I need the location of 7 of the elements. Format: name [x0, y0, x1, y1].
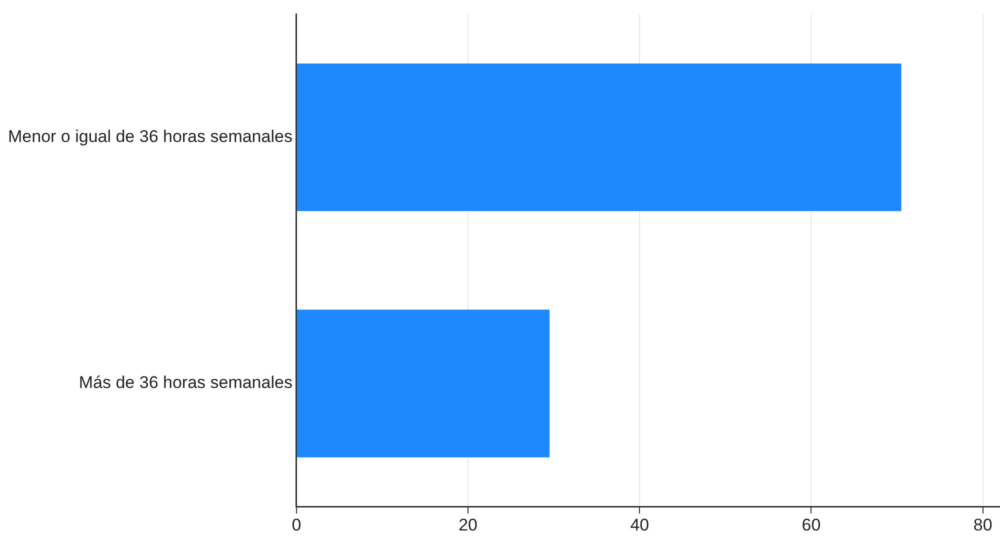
y-tick-label: Menor o igual de 36 horas semanales [8, 126, 292, 146]
x-tick-label: 80 [973, 515, 992, 534]
x-tick-label: 0 [292, 515, 302, 534]
x-tick-label: 20 [458, 515, 478, 534]
x-tick-label: 60 [802, 515, 821, 534]
y-tick-label: Más de 36 horas semanales [78, 373, 292, 392]
x-tick-label: 40 [630, 515, 650, 534]
